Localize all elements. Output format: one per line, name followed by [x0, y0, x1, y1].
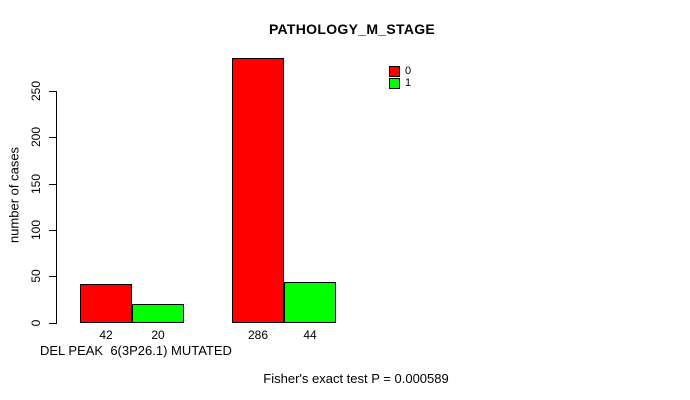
- y-axis-tick-label: 50: [29, 269, 43, 283]
- bar-value-label: 20: [151, 328, 165, 342]
- legend-label: 0: [405, 65, 412, 77]
- legend-swatch: [389, 78, 400, 89]
- y-axis-tick: [49, 276, 57, 277]
- y-axis-tick: [49, 230, 57, 231]
- y-axis-tick-label: 250: [29, 80, 43, 102]
- y-axis-tick: [49, 184, 57, 185]
- bar-value-label: 44: [303, 328, 317, 342]
- y-axis-tick-label: 150: [29, 173, 43, 195]
- chart-title: PATHOLOGY_M_STAGE: [268, 21, 436, 37]
- legend-entry: 1: [389, 78, 411, 89]
- bar: [80, 284, 132, 323]
- legend-label: 1: [405, 77, 412, 89]
- legend-entry: 0: [389, 66, 411, 77]
- annotation-text: Fisher's exact test P = 0.000589: [263, 371, 449, 386]
- y-axis-tick-label: 100: [29, 219, 43, 241]
- y-axis-tick: [49, 137, 57, 138]
- y-axis-tick-label: 0: [29, 319, 43, 327]
- y-axis-tick: [49, 91, 57, 92]
- y-axis-tick-label: 200: [29, 126, 43, 148]
- y-axis-label: number of cases: [6, 146, 22, 244]
- x-axis-label: DEL PEAK 6(3P26.1) MUTATED: [40, 343, 232, 358]
- y-axis-tick: [49, 323, 57, 324]
- bar-value-label: 286: [247, 328, 269, 342]
- y-axis-line: [56, 91, 57, 323]
- legend-swatch: [389, 66, 400, 77]
- bar: [232, 58, 284, 323]
- bar: [132, 304, 184, 323]
- bar: [284, 282, 336, 323]
- bar-value-label: 42: [99, 328, 113, 342]
